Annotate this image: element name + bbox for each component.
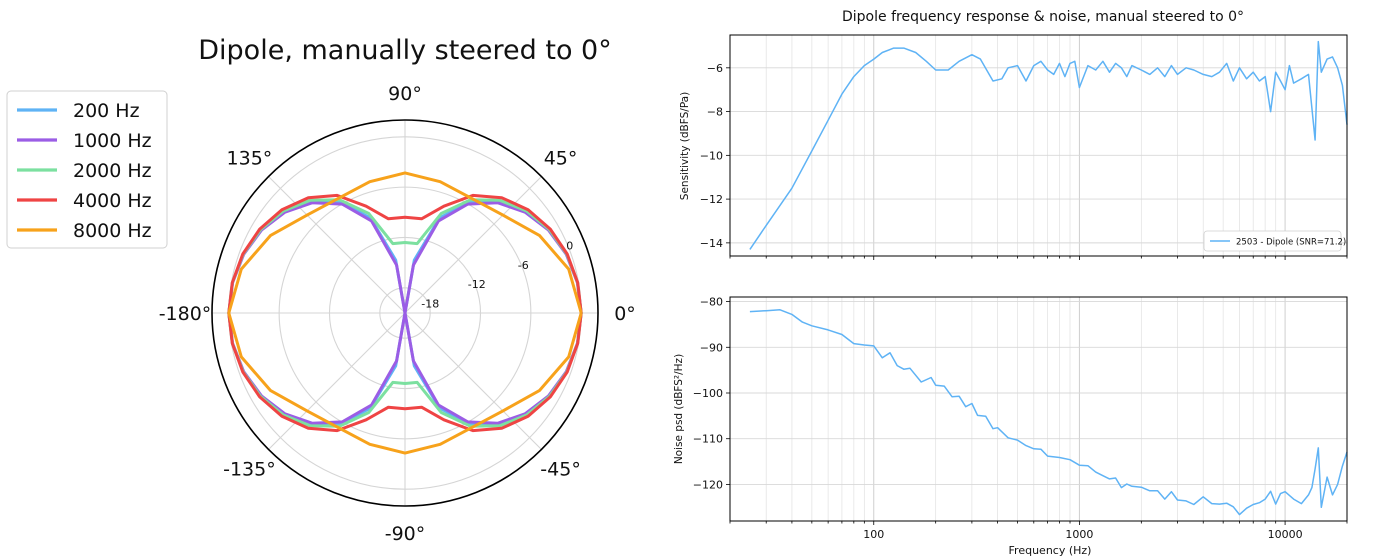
top-legend-frame — [1203, 230, 1342, 252]
polar-grid — [212, 120, 598, 506]
polar-ring — [278, 186, 532, 440]
polar-title: Dipole, manually steered to 0° — [198, 35, 612, 66]
legend-label: 1000 Hz — [73, 130, 152, 152]
legend-label: 8000 Hz — [73, 220, 152, 242]
y-tick-label: −120 — [693, 478, 723, 491]
legend-label: 200 Hz — [73, 100, 140, 122]
top-axes-frame — [729, 34, 1348, 257]
polar-radial-tick-label: -12 — [468, 278, 486, 291]
top-legend: 2503 - Dipole (SNR=71.2) — [1203, 230, 1346, 252]
polar-angle-label: 135° — [227, 147, 273, 169]
polar-chart: Dipole, manually steered to 0° 0° 45° 90° 1… — [159, 35, 636, 545]
sensitivity-chart: Dipole frequency response & noise, manua… — [679, 9, 1348, 260]
x-tick-label: 100 — [863, 528, 884, 541]
polar-series-group — [227, 171, 583, 455]
bot-xlabel: Frequency (Hz) — [1009, 544, 1092, 557]
bot-ylabel: Noise psd (dBFS²/Hz) — [673, 354, 685, 464]
polar-spoke — [404, 176, 542, 314]
data-line — [749, 40, 1348, 250]
y-tick-label: −80 — [700, 296, 723, 309]
polar-series-8000-hz — [227, 171, 583, 455]
polar-spoke — [268, 312, 406, 450]
x-tick-label: 10000 — [1268, 528, 1303, 541]
polar-angle-label: 45° — [544, 147, 578, 169]
y-tick-label: −14 — [700, 237, 723, 250]
polar-radial-tick-label: -18 — [421, 297, 439, 310]
polar-radial-tick-label: -6 — [518, 259, 529, 272]
polar-legend: 200 Hz 1000 Hz 2000 Hz 4000 Hz 8000 Hz — [6, 90, 168, 249]
polar-radial-tick-label: 0 — [566, 240, 573, 253]
polar-angle-label: -45° — [540, 459, 581, 481]
y-tick-label: −110 — [693, 433, 723, 446]
y-tick-label: −8 — [707, 106, 723, 119]
x-tick-label: 1000 — [1065, 528, 1093, 541]
y-tick-label: −6 — [707, 62, 723, 75]
y-tick-label: −12 — [700, 193, 723, 206]
polar-angle-labels: 0° 45° 90° 135° -180° -135° -90° -45° — [159, 83, 636, 545]
polar-ring — [328, 236, 482, 390]
polar-frame — [211, 119, 599, 507]
y-tick-label: −100 — [693, 387, 723, 400]
top-legend-label: 2503 - Dipole (SNR=71.2) — [1236, 238, 1346, 248]
polar-angle-label: -90° — [385, 523, 426, 545]
legend-label: 4000 Hz — [73, 190, 152, 212]
right-title: Dipole frequency response & noise, manua… — [842, 9, 1244, 25]
polar-spoke — [404, 312, 542, 450]
polar-angle-label: -135° — [223, 459, 276, 481]
polar-radial-labels: -18 -12 -6 0 — [421, 240, 573, 311]
top-ylabel: Sensitivity (dBFS/Pa) — [679, 92, 691, 200]
polar-angle-label: -180° — [159, 303, 212, 325]
noise-chart: −120 −110 −100 −90 −80 100 1000 10000 Noise psd… — [673, 296, 1348, 557]
polar-spoke — [268, 176, 406, 314]
polar-angle-label: 0° — [614, 303, 636, 325]
y-tick-label: −10 — [700, 149, 723, 162]
legend-frame — [6, 90, 168, 249]
bot-axes-frame — [729, 296, 1348, 522]
polar-angle-label: 90° — [388, 83, 422, 105]
y-tick-label: −90 — [700, 341, 723, 354]
legend-label: 2000 Hz — [73, 160, 152, 182]
data-line — [749, 309, 1348, 516]
polar-ring — [379, 287, 431, 339]
